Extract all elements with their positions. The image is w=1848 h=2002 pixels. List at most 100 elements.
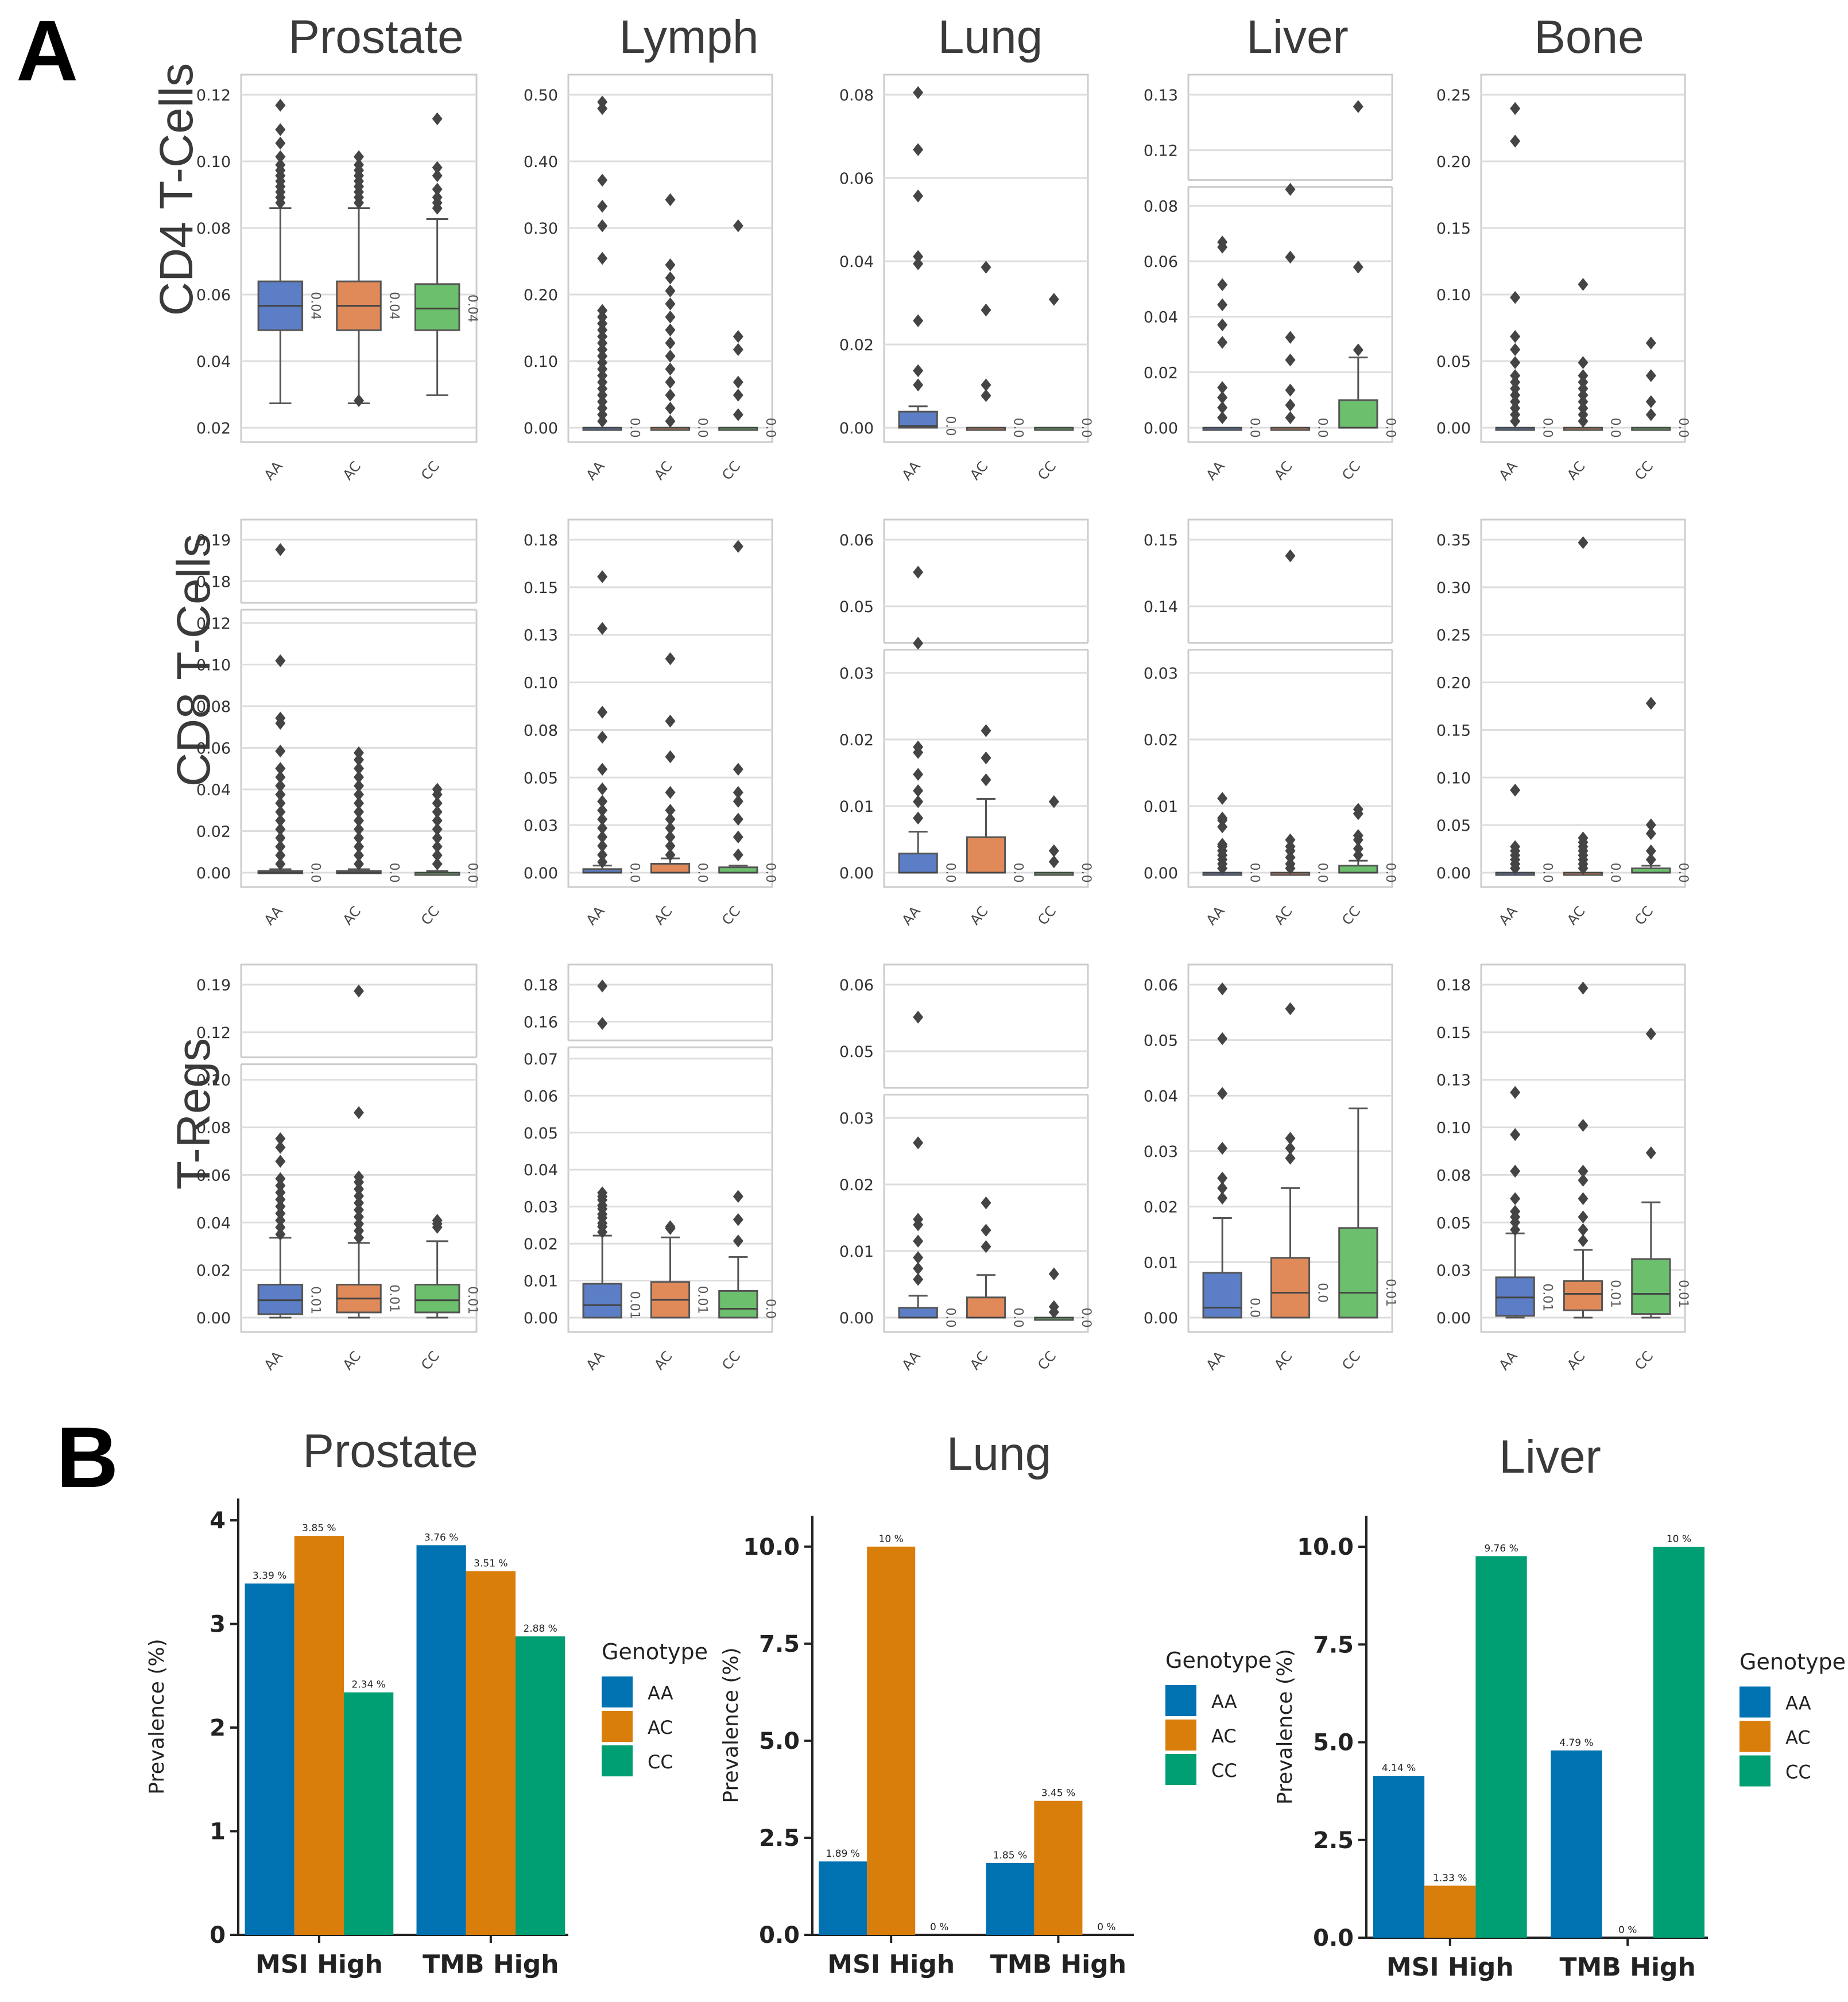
outlier-point xyxy=(1578,1164,1589,1178)
column-title-prostate: Prostate xyxy=(288,11,463,63)
box-iqr xyxy=(257,1284,304,1315)
outlier-point xyxy=(275,1193,286,1206)
outlier-point xyxy=(913,1251,924,1264)
legend-label-aa: AA xyxy=(1785,1693,1811,1714)
outlier-point xyxy=(1285,353,1296,367)
bar-aa-tmb-high xyxy=(416,1545,466,1935)
boxplot-cd4-t-cells-prostate: 0.120.100.080.060.040.020.04AA0.04AC0.04… xyxy=(196,73,479,483)
outlier-point xyxy=(1510,408,1521,421)
outlier-point xyxy=(1510,1164,1521,1178)
box-aa: 0.0AA xyxy=(898,86,957,483)
y-tick-label: 0.10 xyxy=(524,675,558,692)
y-tick-label: 0.05 xyxy=(1436,353,1471,371)
outlier-point xyxy=(733,1190,743,1203)
box-iqr xyxy=(1338,1227,1378,1319)
outlier-point xyxy=(275,762,286,775)
outlier-point xyxy=(733,343,743,357)
bar-value-label: 1.89 % xyxy=(826,1848,859,1860)
y-tick-label: 0.00 xyxy=(524,865,558,882)
outlier-point xyxy=(597,382,608,396)
outlier-point xyxy=(597,389,608,402)
outlier-point xyxy=(354,857,364,871)
outlier-point xyxy=(1353,343,1363,357)
outlier-point xyxy=(1217,1032,1228,1045)
box-iqr xyxy=(414,283,460,331)
outlier-point xyxy=(597,356,608,369)
y-tick-label: 0.03 xyxy=(1144,665,1178,683)
outlier-point xyxy=(1510,395,1521,408)
outlier-point xyxy=(597,173,608,187)
outlier-point xyxy=(665,401,676,415)
axis-break-gap xyxy=(883,642,1089,650)
outlier-point xyxy=(1510,401,1521,415)
y-tick-label: 0.03 xyxy=(1144,1143,1178,1161)
panel-b-barcharts: Prostate 0 1 2 3 4 Prevalence (%) 3.39 % 3.85 % 2… xyxy=(145,1425,1846,1982)
outlier-point xyxy=(597,369,608,382)
outlier-point xyxy=(354,1231,364,1245)
y-axis-label: Prevalence (%) xyxy=(719,1647,743,1803)
row-title-cd8-t-cells: CD8 T-Cells xyxy=(168,534,220,787)
outlier-point xyxy=(432,849,443,862)
outlier-point xyxy=(1645,853,1656,866)
y-tick-label: 0.03 xyxy=(839,665,874,683)
bar-aa-tmb-high xyxy=(1551,1750,1602,1938)
median-label: 0.0 xyxy=(1079,863,1093,883)
outlier-point xyxy=(275,857,286,871)
outlier-point xyxy=(981,751,991,765)
outlier-point xyxy=(1578,1174,1589,1187)
outlier-point xyxy=(1578,1223,1589,1237)
y-tick-label: 4 xyxy=(210,1508,226,1534)
outlier-point xyxy=(665,415,676,428)
outlier-point xyxy=(354,840,364,853)
y-tick-label: 0.19 xyxy=(196,977,231,994)
plot-frame xyxy=(1187,518,1393,888)
box-iqr xyxy=(582,1283,622,1319)
bar-ac-tmb-high xyxy=(466,1571,516,1935)
outlier-point xyxy=(913,86,924,99)
y-tick-label: 2.5 xyxy=(759,1825,800,1852)
median-label: 0.0 xyxy=(1247,1298,1261,1318)
legend-label-aa: AA xyxy=(648,1682,673,1704)
y-tick-label: 10.0 xyxy=(1297,1534,1354,1560)
outlier-point xyxy=(1217,1171,1228,1185)
outlier-point xyxy=(1510,343,1521,357)
outlier-point xyxy=(275,1179,286,1192)
outlier-point xyxy=(354,984,364,998)
outlier-point xyxy=(1285,1002,1296,1016)
median-label: 0.0 xyxy=(1011,1308,1025,1328)
outlier-point xyxy=(1578,536,1589,549)
outlier-point xyxy=(1645,1027,1656,1040)
outlier-point xyxy=(354,1196,364,1210)
outlier-point xyxy=(354,394,364,408)
median-label: 0.0 xyxy=(1383,863,1397,883)
outlier-point xyxy=(275,840,286,853)
y-tick-label: 0.13 xyxy=(524,627,558,645)
legend-label-aa: AA xyxy=(1211,1691,1237,1713)
y-tick-label: 0.00 xyxy=(1436,865,1471,882)
outlier-point xyxy=(354,823,364,836)
outlier-point xyxy=(597,762,608,776)
box-cc: 0.0CC xyxy=(414,783,479,928)
median-label: 0.0 xyxy=(1315,863,1330,883)
legend-title: Genotype xyxy=(1739,1649,1846,1675)
bar-aa-msi-high xyxy=(245,1583,295,1935)
outlier-point xyxy=(1510,1128,1521,1141)
legend-swatch-cc xyxy=(602,1745,633,1776)
box-cc: 0.0CC xyxy=(718,540,777,928)
y-tick-label: 0.00 xyxy=(196,1310,231,1327)
outlier-point xyxy=(275,711,286,725)
median-label: 0.0 xyxy=(1540,863,1554,883)
y-tick-label: 0.03 xyxy=(839,1110,874,1128)
outlier-point xyxy=(354,1182,364,1196)
row-title-t-regs: T-Regs xyxy=(168,1038,220,1190)
box-iqr xyxy=(898,411,938,429)
outlier-point xyxy=(913,257,924,270)
outlier-point xyxy=(1510,1086,1521,1099)
outlier-point xyxy=(665,652,676,665)
y-tick-label: 0.05 xyxy=(524,1125,558,1143)
y-tick-label: 0.30 xyxy=(1436,579,1471,597)
outlier-point xyxy=(1285,331,1296,344)
